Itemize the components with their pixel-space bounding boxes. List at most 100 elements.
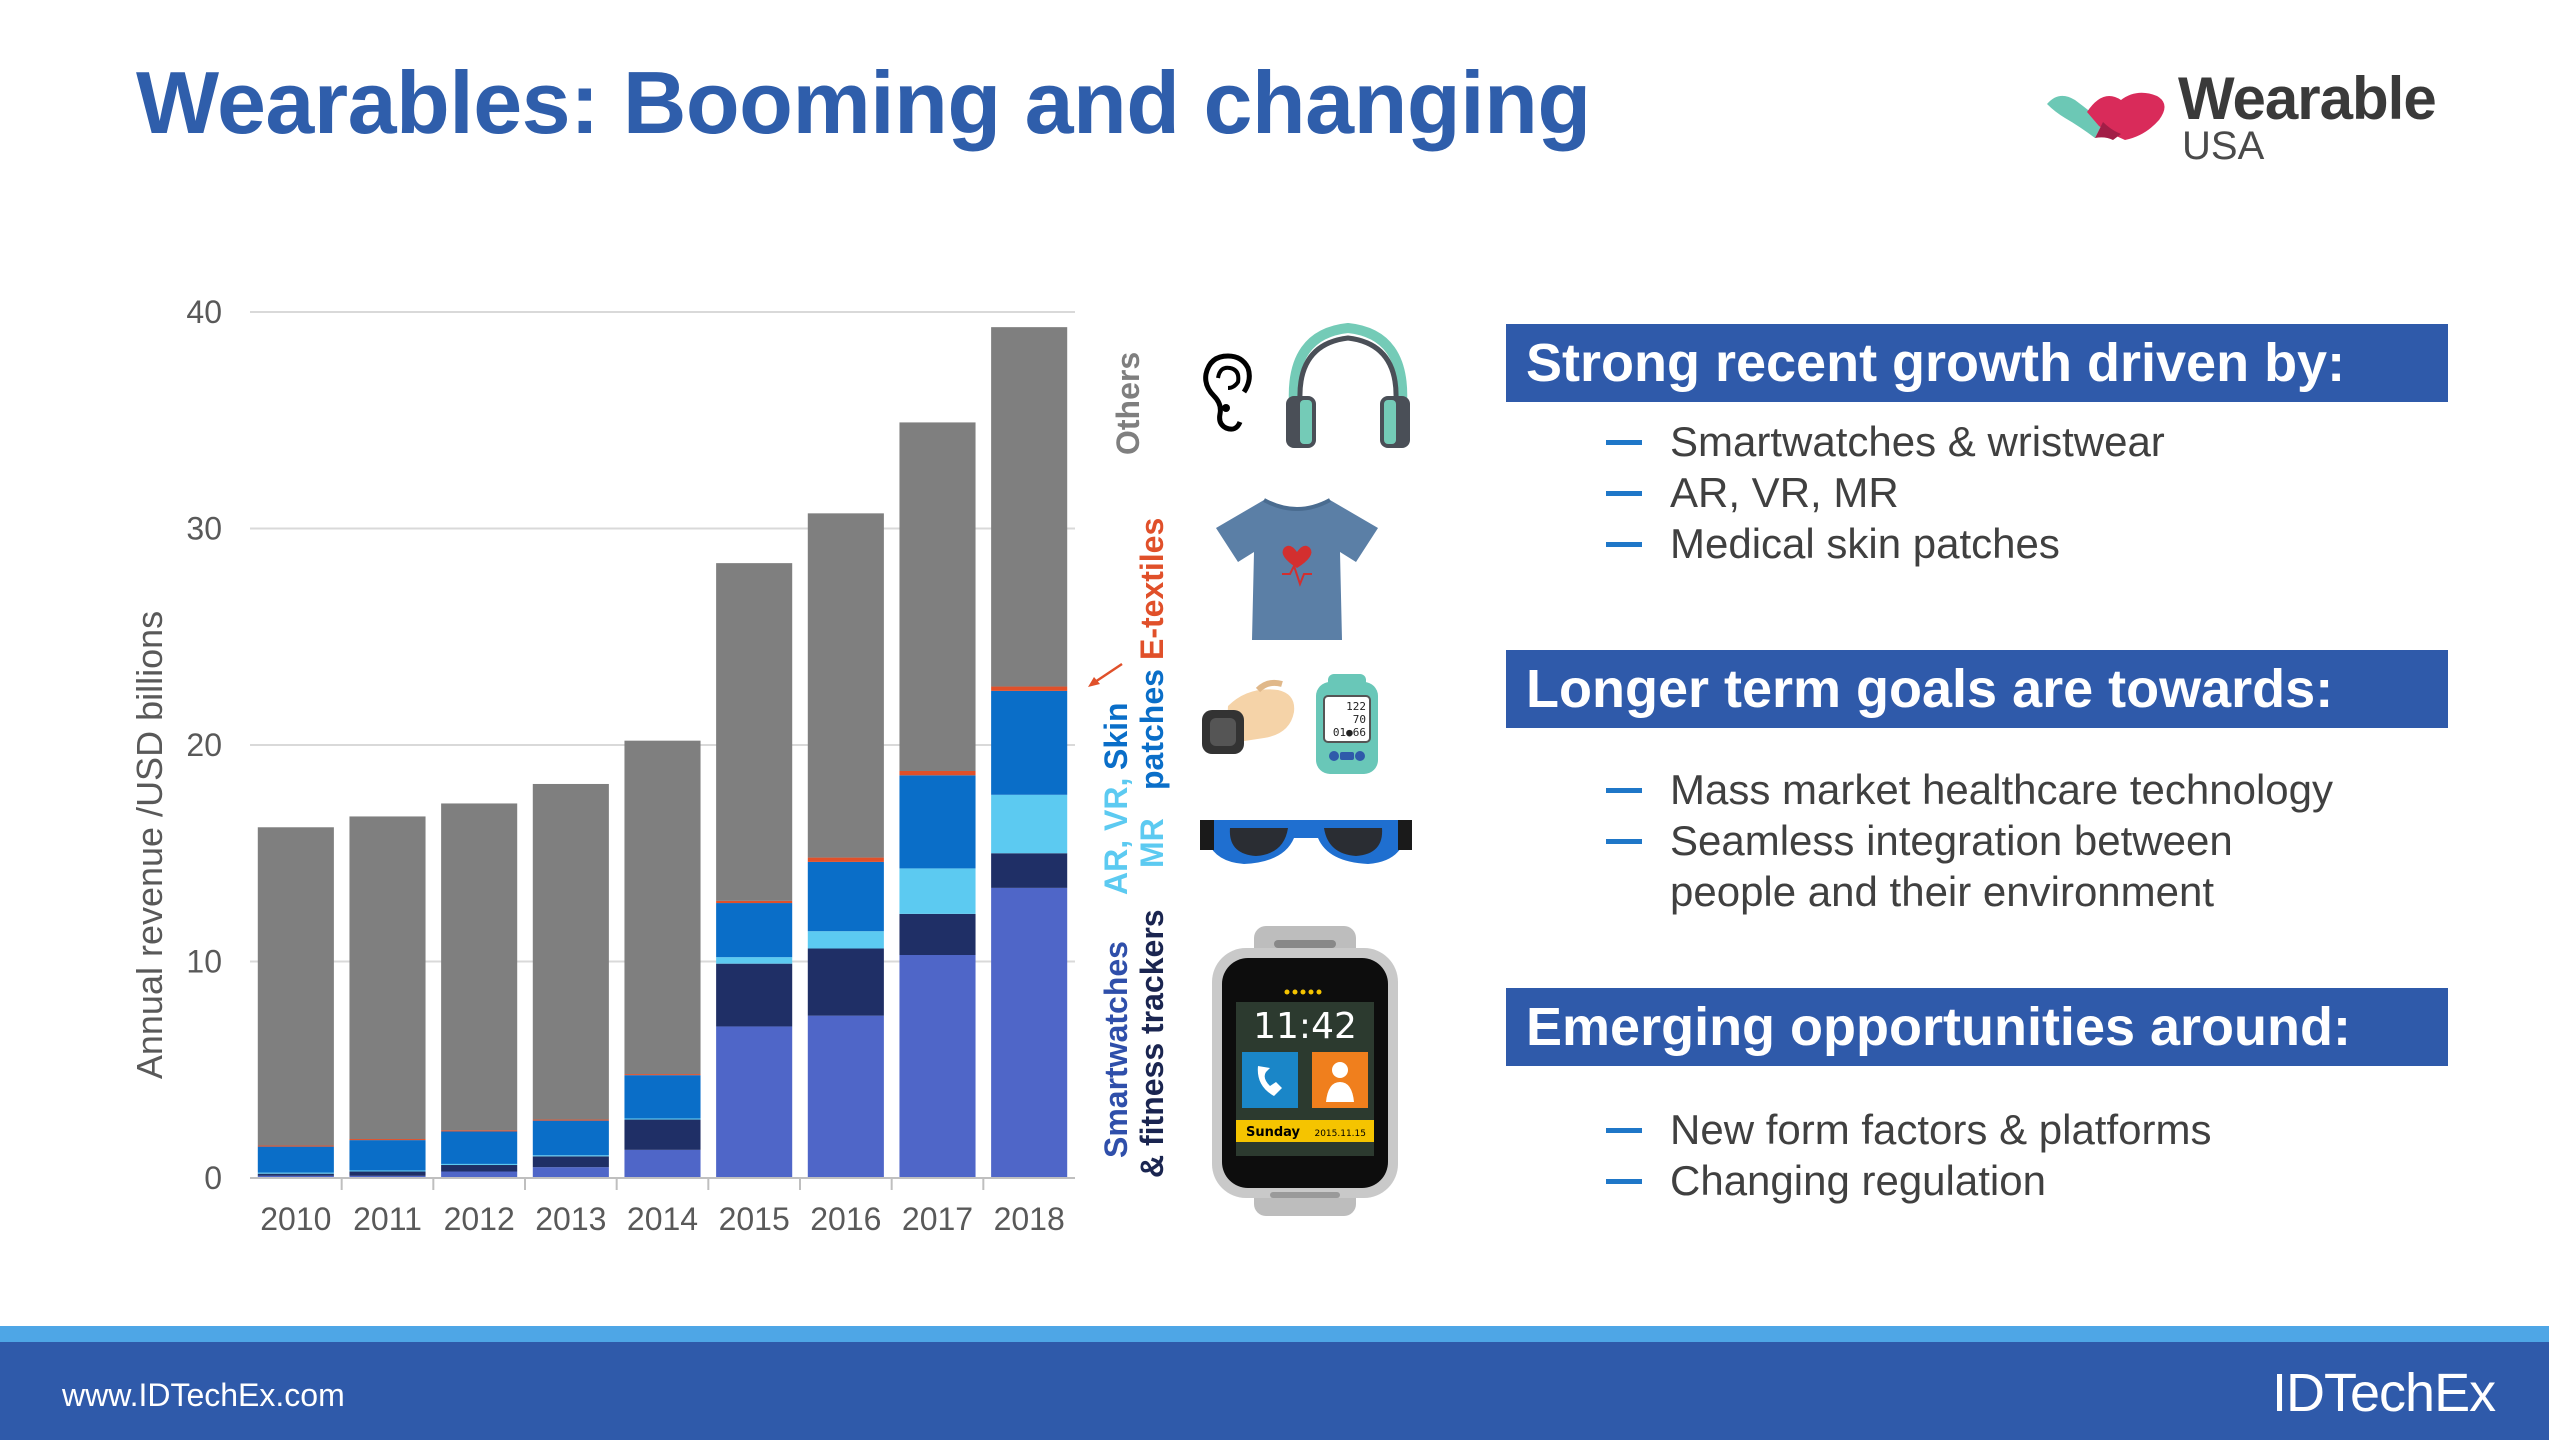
bar-segment (991, 853, 1068, 888)
bar-segment (716, 903, 793, 958)
stacked-bar-chart: 0 10 20 30 40 2010 2011 2012 2013 2014 2015 2016 201… (186, 294, 1075, 1237)
bar-segment (349, 1139, 426, 1141)
bar-segment (624, 1118, 701, 1120)
y-tick-label: 20 (186, 727, 222, 763)
x-tick-label: 2016 (810, 1201, 881, 1237)
wrist-patch-icon (1202, 679, 1295, 754)
x-tick-label: 2010 (260, 1201, 331, 1237)
section-heading-opportunities: Emerging opportunities around: (1506, 988, 2448, 1066)
bar-segment (716, 563, 793, 901)
bar-segment (532, 1120, 609, 1156)
tshirt-icon (1216, 498, 1378, 640)
bar-segment (441, 1163, 518, 1166)
smartwatch-icon: 11:42 Sunday 2015.11.15 (1212, 926, 1398, 1216)
bar-segment (349, 1175, 426, 1178)
bullet-item-line-1: Seamless integration between (1670, 817, 2233, 864)
y-tick-label: 0 (204, 1160, 222, 1196)
category-label-arvr-line1: AR, VR, (1098, 777, 1134, 895)
bar-segment (257, 827, 334, 1146)
bar-segment (899, 868, 976, 914)
y-tick-label: 30 (186, 511, 222, 547)
bar-segment (807, 948, 884, 1016)
footer-accent-stripe (0, 1326, 2549, 1342)
bar-segment (257, 1175, 334, 1178)
section-heading-goals: Longer term goals are towards: (1506, 650, 2448, 728)
bar-segment (899, 770, 976, 776)
idtechex-logo: IDTechEx (2272, 1363, 2496, 1423)
bar-segment (349, 1140, 426, 1171)
category-label-etextiles: E-textiles (1134, 517, 1170, 660)
bar-segment (349, 1170, 426, 1172)
bar-segment (807, 931, 884, 949)
x-tick-label: 2013 (535, 1201, 606, 1237)
bar-segment (991, 794, 1068, 854)
bar-segment (532, 1155, 609, 1157)
bar-segment (807, 513, 884, 858)
bar-segment (991, 690, 1068, 795)
category-label-skin-line2: patches (1134, 669, 1170, 790)
bar-segment (257, 1172, 334, 1174)
bar-segment (441, 1165, 518, 1172)
category-label-skin-line1: Skin (1098, 702, 1134, 770)
goals-bullet-list: Mass market healthcare technology Seamle… (1606, 764, 2333, 917)
footer-bar: www.IDTechEx.com IDTechEx (0, 1342, 2549, 1440)
ear-icon (1203, 353, 1252, 432)
category-label-smartwatches-line1: Smartwatches (1098, 941, 1134, 1158)
arrow-pointer-icon (1088, 662, 1123, 687)
bar-segment (441, 1171, 518, 1178)
bullet-item: AR, VR, MR (1606, 467, 2165, 518)
logo-wordmark: Wearable (2178, 65, 2437, 132)
monitor-line-3: 01●66 (1333, 726, 1366, 739)
bar-segment (807, 857, 884, 862)
bar-segment (991, 686, 1068, 691)
bar-segment (624, 1075, 701, 1119)
headphones-icon (1286, 322, 1410, 448)
slide-title: Wearables: Booming and changing (136, 53, 1591, 152)
y-tick-label: 10 (186, 944, 222, 980)
bar-segment (716, 963, 793, 1027)
bullet-item: Smartwatches & wristwear (1606, 416, 2165, 467)
bar-segment (716, 900, 793, 904)
bar-segment (624, 740, 701, 1075)
category-label-others: Others (1110, 351, 1146, 455)
bullet-item: Medical skin patches (1606, 518, 2165, 569)
monitor-line-1: 122 (1346, 700, 1366, 713)
revenue-chart: 0 10 20 30 40 2010 2011 2012 2013 2014 2015 2016 201… (0, 270, 1120, 1250)
section-heading-growth: Strong recent growth driven by: (1506, 324, 2448, 402)
bar-segment (532, 783, 609, 1120)
watch-time: 11:42 (1253, 1006, 1357, 1047)
x-tick-label: 2017 (902, 1201, 973, 1237)
category-label-arvr-line2: MR (1134, 818, 1170, 868)
x-tick-label: 2011 (353, 1201, 422, 1237)
x-tick-label: 2018 (994, 1201, 1065, 1237)
bar-segment (991, 887, 1068, 1178)
category-label-smartwatches-line2: & fitness trackers (1134, 909, 1170, 1178)
bar-segment (257, 1146, 334, 1173)
bullet-item: Seamless integration between people and … (1606, 815, 2333, 917)
bar-segment (899, 913, 976, 956)
heart-wave-icon (2047, 92, 2165, 140)
footer-url-link[interactable]: www.IDTechEx.com (62, 1377, 345, 1413)
bar-segment (716, 1026, 793, 1178)
bullet-item: Changing regulation (1606, 1155, 2211, 1206)
bar-segment (624, 1074, 701, 1076)
wearable-usa-logo: Wearable USA (2045, 62, 2445, 172)
x-tick-label: 2012 (444, 1201, 515, 1237)
bar-segment (257, 1173, 334, 1176)
opportunities-bullet-list: New form factors & platforms Changing re… (1606, 1104, 2211, 1206)
growth-bullet-list: Smartwatches & wristwear AR, VR, MR Medi… (1606, 416, 2165, 569)
bar-segment (532, 1156, 609, 1168)
x-tick-label: 2015 (719, 1201, 790, 1237)
y-axis-label: Annual revenue /USD billions (129, 610, 171, 1080)
watch-date: 2015.11.15 (1314, 1129, 1366, 1139)
bullet-item: New form factors & platforms (1606, 1104, 2211, 1155)
bar-segment (441, 1131, 518, 1164)
y-tick-label: 40 (186, 294, 222, 330)
bar-segment (349, 816, 426, 1140)
bullet-item-line-2: people and their environment (1670, 868, 2215, 915)
bar-segment (624, 1149, 701, 1178)
medical-monitor-icon: 122 70 01●66 (1316, 674, 1378, 774)
logo-subtitle: USA (2182, 124, 2265, 168)
bar-segment (441, 803, 518, 1131)
x-tick-label: 2014 (627, 1201, 698, 1237)
